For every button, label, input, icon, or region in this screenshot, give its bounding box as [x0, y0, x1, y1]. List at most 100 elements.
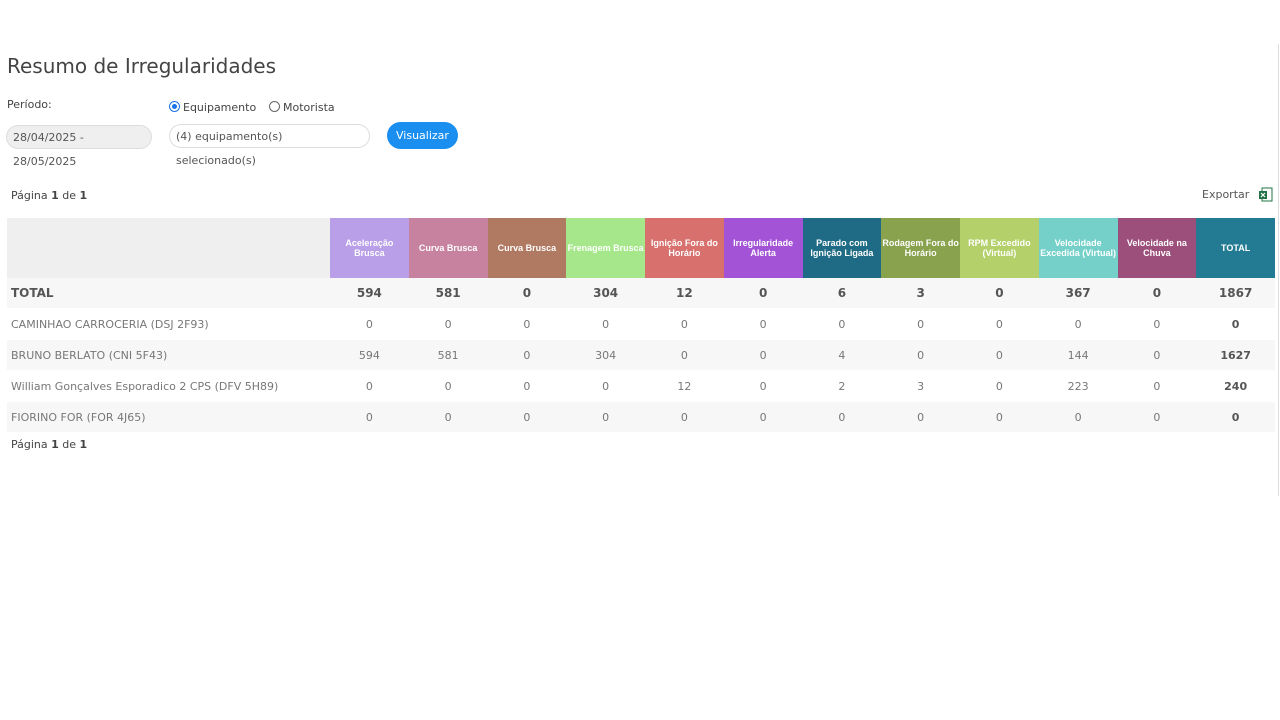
cell: 0: [566, 401, 645, 433]
pag-text: de: [62, 189, 77, 202]
cell: 1627: [1196, 339, 1275, 371]
cell: 0: [881, 339, 960, 371]
cell: 0: [487, 401, 567, 433]
radio-option[interactable]: Motorista: [269, 101, 335, 114]
date-range[interactable]: 28/04/2025 - 28/05/2025: [6, 125, 152, 168]
table-row: CAMINHAO CARROCERIA (DSJ 2F93) 0 0 0 0 0 0 0 0 0 0…: [7, 308, 1275, 340]
column-header: Velocidade na Chuva: [1117, 218, 1197, 278]
cell: 0: [881, 401, 960, 433]
cell: 0: [330, 370, 409, 402]
export-link[interactable]: Exportar: [1202, 187, 1273, 202]
cell: 0: [1038, 308, 1118, 340]
cell: 0: [960, 370, 1039, 402]
table-row: FIORINO FOR (FOR 4J65) 0 0 0 0 0 0 0 0 0 0 0 0: [7, 401, 1275, 433]
radio-option[interactable]: Equipamento: [169, 101, 256, 114]
cell: 0: [723, 401, 803, 433]
column-header: Velocidade Excedida (Virtual): [1038, 218, 1118, 278]
cell: 1867: [1196, 278, 1275, 309]
row-label: BRUNO BERLATO (CNI 5F43): [7, 339, 330, 371]
cell: 0: [1117, 278, 1197, 309]
cell: 0: [723, 370, 803, 402]
pag-total: 1: [79, 189, 88, 202]
cell: 0: [723, 278, 803, 309]
cell: 0: [802, 401, 882, 433]
cell: 0: [960, 339, 1039, 371]
radio-label: Equipamento: [183, 101, 257, 114]
cell: 0: [408, 370, 488, 402]
cell: 594: [330, 339, 409, 371]
irregularities-table: Aceleração Brusca Curva Brusca Curva Brusc…: [7, 218, 1275, 433]
cell: 223: [1038, 370, 1118, 402]
period-label: Período:: [7, 98, 52, 111]
column-header: RPM Excedido (Virtual): [960, 218, 1039, 278]
radio-label: Motorista: [283, 101, 335, 114]
cell: 0: [881, 308, 960, 340]
cell: 0: [1117, 308, 1197, 340]
cell: 0: [960, 401, 1039, 433]
cell: 0: [1117, 370, 1197, 402]
cell: 3: [881, 370, 960, 402]
cell: 0: [408, 401, 488, 433]
column-header: Rodagem Fora do Horário: [881, 218, 960, 278]
column-header: Curva Brusca: [487, 218, 567, 278]
pagination: Página 1 de 1: [11, 438, 87, 451]
pag-page: 1: [51, 438, 59, 451]
cell: 0: [723, 308, 803, 340]
cell: 0: [487, 370, 567, 402]
cell: 0: [1196, 308, 1275, 340]
cell: 3: [881, 278, 960, 309]
column-header: Irregularidade Alerta: [723, 218, 803, 278]
scroll-edge: [1278, 44, 1279, 496]
column-header: TOTAL: [1196, 218, 1275, 278]
pagination: Página 1 de 1: [11, 189, 87, 202]
cell: 0: [960, 308, 1039, 340]
cell: 367: [1038, 278, 1118, 309]
cell: 0: [566, 370, 645, 402]
cell: 581: [408, 339, 488, 371]
cell: 12: [645, 278, 724, 309]
column-header: Aceleração Brusca: [330, 218, 409, 278]
header-blank: [7, 218, 330, 278]
row-label: William Gonçalves Esporadico 2 CPS (DFV …: [7, 370, 330, 402]
column-header: Curva Brusca: [408, 218, 488, 278]
cell: 240: [1196, 370, 1275, 402]
row-label: TOTAL: [7, 278, 330, 309]
cell: 0: [1196, 401, 1275, 433]
cell: 0: [723, 339, 803, 371]
cell: 0: [1117, 401, 1197, 433]
cell: 0: [1117, 339, 1197, 371]
table-row: BRUNO BERLATO (CNI 5F43) 594 581 0 304 0 0 4 0 0 1…: [7, 339, 1275, 371]
cell: 594: [330, 278, 409, 309]
pag-page: 1: [51, 189, 59, 202]
cell: 4: [802, 339, 882, 371]
cell: 0: [566, 308, 645, 340]
excel-icon: [1258, 187, 1273, 202]
column-header: Parado com Ignição Ligada: [802, 218, 882, 278]
cell: 0: [330, 401, 409, 433]
cell: 0: [645, 308, 724, 340]
cell: 0: [487, 339, 567, 371]
column-header: Frenagem Brusca: [566, 218, 645, 278]
pag-text: Página: [11, 189, 48, 202]
pag-text: Página: [11, 438, 48, 451]
cell: 0: [487, 308, 567, 340]
pag-text: de: [62, 438, 77, 451]
cell: 581: [408, 278, 488, 309]
cell: 0: [645, 401, 724, 433]
cell: 0: [645, 339, 724, 371]
equipment-select[interactable]: (4) equipamento(s) selecionado(s): [169, 124, 370, 167]
cell: 6: [802, 278, 882, 309]
row-label: CAMINHAO CARROCERIA (DSJ 2F93): [7, 308, 330, 340]
table-row: TOTAL 594 581 0 304 12 0 6 3 0 367 0 1867: [7, 278, 1275, 309]
cell: 0: [1038, 401, 1118, 433]
column-header: Ignição Fora do Horário: [645, 218, 724, 278]
export-label: Exportar: [1202, 188, 1250, 201]
view-button[interactable]: Visualizar: [387, 122, 458, 149]
cell: 0: [408, 308, 488, 340]
pag-total: 1: [79, 438, 88, 451]
row-label: FIORINO FOR (FOR 4J65): [7, 401, 330, 433]
page-title: Resumo de Irregularidades: [7, 54, 277, 78]
cell: 0: [330, 308, 409, 340]
